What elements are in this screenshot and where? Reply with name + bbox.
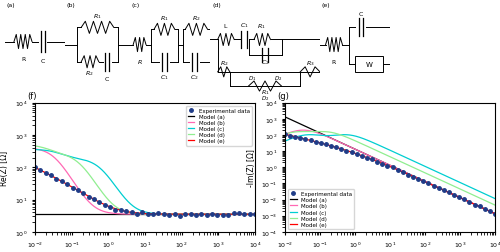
Text: $R_1$: $R_1$ — [258, 22, 266, 31]
Text: $R_2$: $R_2$ — [86, 69, 94, 77]
Text: (f): (f) — [28, 92, 37, 101]
Text: (e): (e) — [322, 3, 330, 8]
Text: $C_1$: $C_1$ — [160, 73, 169, 81]
Text: (a): (a) — [7, 3, 16, 8]
Text: $R$: $R$ — [136, 57, 142, 66]
Text: R: R — [332, 59, 336, 65]
Text: $D_1$: $D_1$ — [248, 74, 256, 82]
Text: $R_3$: $R_3$ — [306, 58, 314, 67]
Legend: Experimental data, Model (a), Model (b), Model (c), Model (d), Model (e): Experimental data, Model (a), Model (b),… — [288, 189, 354, 229]
Bar — [355, 56, 383, 73]
Text: $C_1$: $C_1$ — [240, 21, 248, 30]
Text: $C_2$: $C_2$ — [260, 57, 270, 66]
Text: R: R — [21, 56, 25, 61]
Text: $R_1$: $R_1$ — [260, 88, 270, 97]
Text: (c): (c) — [132, 3, 140, 8]
Text: $D_2$: $D_2$ — [274, 74, 282, 82]
Text: $R_1$: $R_1$ — [160, 14, 169, 23]
Text: (d): (d) — [212, 3, 221, 8]
Text: C: C — [40, 58, 45, 64]
Text: W: W — [366, 61, 372, 68]
Legend: Experimental data, Model (a), Model (b), Model (c), Model (d), Model (e): Experimental data, Model (a), Model (b),… — [186, 106, 252, 146]
Text: $C_2$: $C_2$ — [190, 73, 199, 81]
Text: C: C — [358, 12, 363, 17]
Text: $R_1$: $R_1$ — [93, 12, 102, 21]
Text: (b): (b) — [67, 3, 76, 8]
Text: $R_2$: $R_2$ — [220, 58, 228, 67]
Y-axis label: Re(Z) [Ω]: Re(Z) [Ω] — [0, 150, 10, 185]
Text: L: L — [224, 24, 227, 29]
Y-axis label: -Im(Z) [Ω]: -Im(Z) [Ω] — [246, 149, 256, 186]
Text: (g): (g) — [278, 92, 289, 101]
Text: $R_2$: $R_2$ — [192, 14, 200, 23]
Text: C: C — [105, 77, 110, 82]
Text: $D_2$: $D_2$ — [261, 94, 269, 103]
